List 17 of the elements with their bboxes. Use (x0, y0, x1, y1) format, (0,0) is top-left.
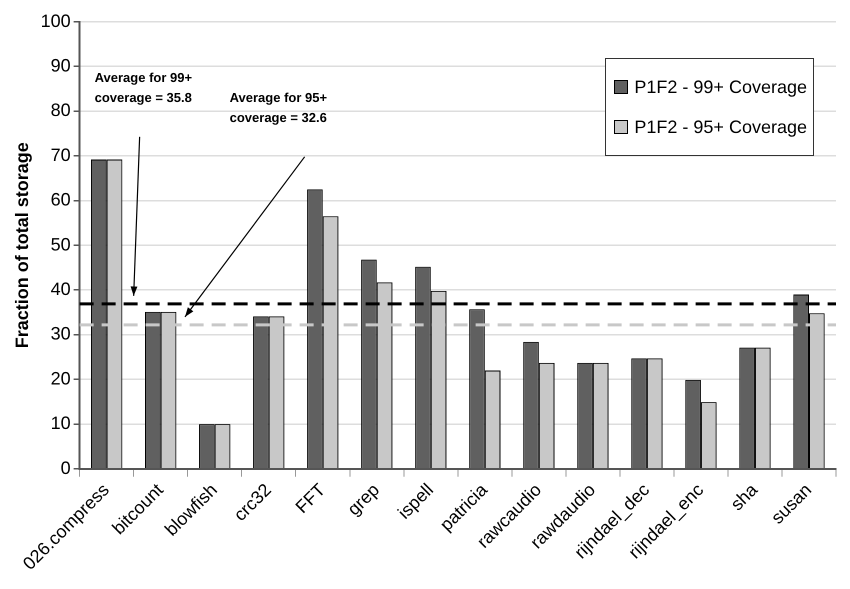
y-tick-label: 100 (40, 10, 71, 31)
y-tick-label: 0 (60, 458, 71, 478)
y-tick-label: 90 (50, 55, 71, 76)
y-axis-title: Fraction of total storage (12, 142, 32, 348)
y-tick-label: 50 (50, 234, 71, 254)
y-tick-label: 40 (50, 278, 71, 299)
annotation: Average for 99+ coverage = 35.8 (94, 70, 192, 105)
y-tick-label: 70 (50, 144, 71, 165)
y-tick-label: 30 (50, 324, 71, 344)
x-tick-label: sha (726, 478, 762, 514)
y-tick-label: 10 (50, 413, 71, 434)
legend-label: P1F2 - 99+ Coverage (634, 76, 807, 99)
annotation: Average for 95+ coverage = 32.6 (230, 90, 328, 125)
y-tick-label: 60 (50, 190, 71, 210)
y-tick-label: 80 (50, 100, 71, 120)
legend-label: P1F2 - 95+ Coverage (634, 116, 807, 139)
y-tick-label: 20 (50, 368, 71, 388)
